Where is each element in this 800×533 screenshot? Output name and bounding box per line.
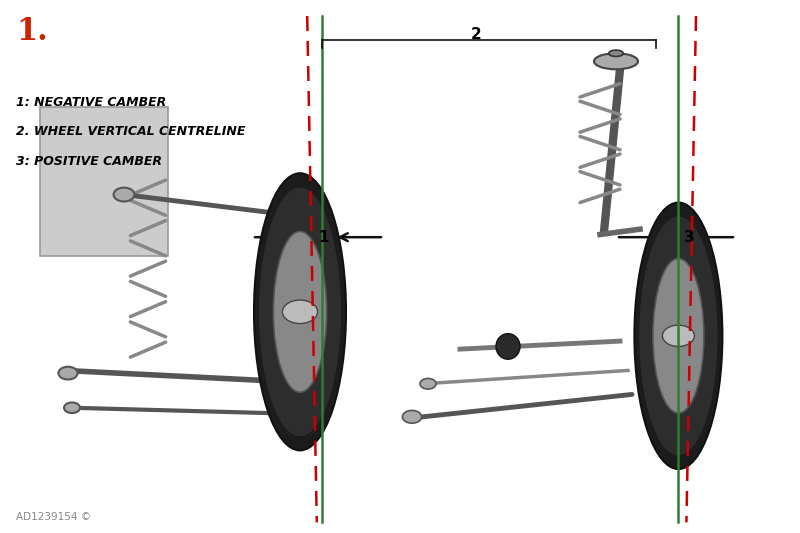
Text: 2. WHEEL VERTICAL CENTRELINE: 2. WHEEL VERTICAL CENTRELINE bbox=[16, 125, 246, 138]
Circle shape bbox=[64, 402, 80, 413]
Circle shape bbox=[662, 325, 694, 346]
Text: 3: POSITIVE CAMBER: 3: POSITIVE CAMBER bbox=[16, 155, 162, 167]
Text: 1: 1 bbox=[318, 230, 330, 245]
Text: 1.: 1. bbox=[16, 16, 48, 47]
Circle shape bbox=[58, 367, 78, 379]
Bar bbox=[40, 107, 168, 256]
Text: AD1239154 ©: AD1239154 © bbox=[16, 512, 91, 522]
Ellipse shape bbox=[634, 203, 722, 469]
Ellipse shape bbox=[258, 187, 342, 437]
Ellipse shape bbox=[594, 53, 638, 69]
Circle shape bbox=[420, 378, 436, 389]
Text: 1: NEGATIVE CAMBER: 1: NEGATIVE CAMBER bbox=[16, 96, 166, 109]
Circle shape bbox=[282, 300, 318, 324]
Ellipse shape bbox=[638, 216, 718, 456]
Ellipse shape bbox=[653, 259, 704, 413]
Ellipse shape bbox=[609, 50, 623, 56]
Circle shape bbox=[114, 188, 134, 201]
Ellipse shape bbox=[274, 231, 326, 392]
Circle shape bbox=[402, 410, 422, 423]
Text: 3: 3 bbox=[684, 230, 695, 245]
Ellipse shape bbox=[496, 334, 520, 359]
Text: 2: 2 bbox=[470, 27, 482, 42]
Ellipse shape bbox=[254, 173, 346, 450]
